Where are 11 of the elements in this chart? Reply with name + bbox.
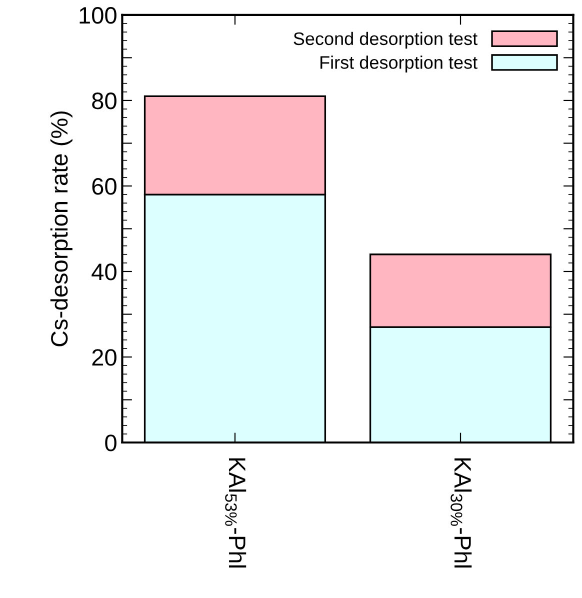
y-tick-label: 40 — [92, 264, 116, 280]
x-tick-label: KAl$_{53%}$-Phl — [225, 458, 246, 568]
y-tick-label: 60 — [92, 178, 116, 195]
y-tick-label: 20 — [92, 349, 116, 366]
x-tick-label: KAl$_{30%}$-Phl — [450, 458, 472, 568]
y-tick-label: 0 — [105, 434, 116, 452]
y-tick-label: 100 — [80, 7, 116, 24]
legend-label: Second desorption test — [294, 32, 478, 49]
legend-label: First desorption test — [320, 56, 478, 72]
y-tick-label: 80 — [92, 92, 116, 110]
y-axis-title: Cs-desorption rate (%) — [50, 111, 72, 346]
